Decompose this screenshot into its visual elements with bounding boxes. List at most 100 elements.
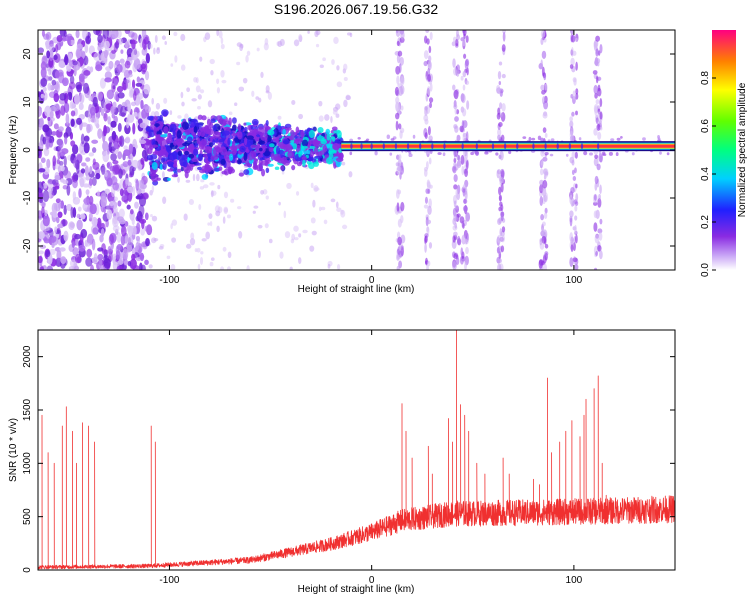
spectrogram-blob bbox=[71, 144, 79, 155]
spectrogram-blob bbox=[70, 140, 76, 147]
spectrogram-blob bbox=[63, 230, 69, 242]
spectrogram-blob bbox=[169, 110, 173, 115]
spectrogram-blob bbox=[575, 61, 578, 71]
spectrogram-blob bbox=[40, 77, 48, 88]
spectrogram-blob bbox=[176, 168, 182, 173]
spectrogram-blob bbox=[589, 152, 593, 156]
spectrogram-blob bbox=[423, 114, 429, 122]
spectrogram-blob bbox=[112, 253, 116, 262]
spectrogram-blob bbox=[86, 123, 91, 134]
spectrogram-blob bbox=[220, 69, 225, 78]
spectrogram-blob bbox=[336, 65, 340, 71]
spectrogram-blob bbox=[313, 155, 322, 159]
snr-y-axis-label: SNR (10 * v/v) bbox=[8, 418, 19, 482]
spectrogram-blob bbox=[221, 130, 230, 136]
spectrogram-blob bbox=[146, 154, 154, 161]
spectrogram-blob bbox=[543, 100, 549, 110]
spectrogram-blob bbox=[442, 152, 446, 157]
spectrogram-blob bbox=[462, 133, 466, 143]
spectrogram-blob bbox=[595, 48, 599, 57]
spectrogram-blob bbox=[166, 161, 175, 166]
spectrogram-y-axis-label: Frequency (Hz) bbox=[8, 116, 19, 185]
spectrogram-blob bbox=[190, 232, 195, 240]
spectrogram-blob bbox=[83, 197, 91, 206]
snr-frame bbox=[37, 329, 676, 571]
spectrogram-blob bbox=[544, 83, 548, 91]
spectrogram-blob bbox=[316, 135, 325, 142]
snr-x-axis-label: Height of straight line (km) bbox=[298, 584, 415, 595]
spectrogram-blob bbox=[298, 113, 304, 120]
spectrogram-blob bbox=[124, 124, 131, 135]
spectrogram-blob bbox=[461, 93, 466, 104]
spectrogram-blob bbox=[212, 147, 219, 156]
snr-x-ticks: -100 0 100 bbox=[159, 330, 583, 586]
spectrogram-blob bbox=[571, 111, 575, 117]
spectrogram-blob bbox=[539, 239, 543, 246]
colorbar-tick-label: 0.8 bbox=[700, 71, 711, 85]
spectrogram-blob bbox=[298, 34, 303, 42]
spectrogram-blob bbox=[323, 219, 328, 225]
spectrogram-blob bbox=[312, 199, 316, 208]
spectrogram-blob bbox=[76, 219, 83, 231]
spectrogram-blob bbox=[396, 202, 400, 212]
spectrogram-blob bbox=[209, 261, 214, 267]
spectrogram-blob bbox=[593, 194, 597, 201]
spectrogram-blob bbox=[574, 167, 577, 174]
spectrogram-blob bbox=[188, 198, 195, 206]
spectrogram-blob bbox=[217, 184, 221, 190]
spectrogram-blob bbox=[425, 161, 429, 170]
spectrogram-blob bbox=[309, 150, 314, 158]
spectrogram-blob bbox=[41, 206, 45, 218]
spectrogram-blob bbox=[348, 171, 353, 178]
spectrogram-blob bbox=[335, 103, 341, 110]
spectrogram-blob bbox=[118, 112, 126, 117]
spectrogram-blob bbox=[265, 120, 269, 127]
spectrogram-blob bbox=[550, 138, 555, 142]
spectrogram-blob bbox=[89, 203, 97, 215]
colorbar-tick-label: 0.4 bbox=[700, 167, 711, 181]
spectrogram-blob bbox=[130, 101, 137, 107]
spectrogram-blob bbox=[150, 173, 159, 183]
spectrogram-blob bbox=[93, 52, 101, 61]
spectrogram-blob bbox=[428, 157, 432, 165]
spectrogram-blob bbox=[133, 58, 141, 70]
spectrogram-blob bbox=[398, 63, 402, 74]
spectrogram-blob bbox=[102, 140, 109, 152]
spectrogram-blob bbox=[139, 139, 147, 144]
spectrogram-blob bbox=[220, 146, 226, 150]
spectrogram-blob bbox=[386, 134, 391, 139]
spectrogram-blob bbox=[112, 164, 120, 176]
spectrogram-blob bbox=[231, 132, 238, 136]
spectrogram-blob bbox=[425, 30, 430, 33]
spectrogram-blob bbox=[84, 44, 89, 54]
spectrogram-blob bbox=[325, 157, 333, 165]
spectrogram-blob bbox=[228, 166, 233, 175]
spectrogram-blob bbox=[111, 49, 117, 54]
spectrogram-blob bbox=[583, 150, 588, 156]
spectrogram-blob bbox=[118, 136, 123, 145]
spectrogram-blob bbox=[186, 87, 191, 93]
spectrogram-blob bbox=[210, 257, 215, 261]
spectrogram-blob bbox=[118, 218, 126, 225]
spectrogram-blob bbox=[129, 235, 134, 247]
spectrogram-blob bbox=[565, 153, 569, 157]
spectrogram-blob bbox=[142, 192, 149, 200]
spectrogram-blob bbox=[246, 265, 250, 270]
spectrogram-blob bbox=[215, 115, 223, 122]
spectrogram-blob bbox=[599, 184, 602, 195]
spectrogram-blob bbox=[223, 153, 231, 160]
spectrogram-blob bbox=[615, 152, 619, 157]
spectrogram-blob bbox=[268, 238, 273, 244]
spectrogram-blob bbox=[193, 119, 199, 126]
spectrogram-blob bbox=[208, 142, 214, 148]
spectrogram-blob bbox=[452, 84, 456, 91]
spectrogram-blob bbox=[43, 33, 50, 40]
spectrogram-blob bbox=[499, 228, 503, 237]
spectrogram-blob bbox=[40, 67, 47, 79]
spectrogram-blob bbox=[295, 191, 300, 196]
spectrogram-blob bbox=[243, 169, 250, 175]
spectrogram-blob bbox=[280, 165, 284, 171]
spectrogram-blob bbox=[265, 90, 270, 94]
spectrogram-blob bbox=[124, 235, 131, 246]
spectrogram-blob bbox=[343, 63, 348, 71]
